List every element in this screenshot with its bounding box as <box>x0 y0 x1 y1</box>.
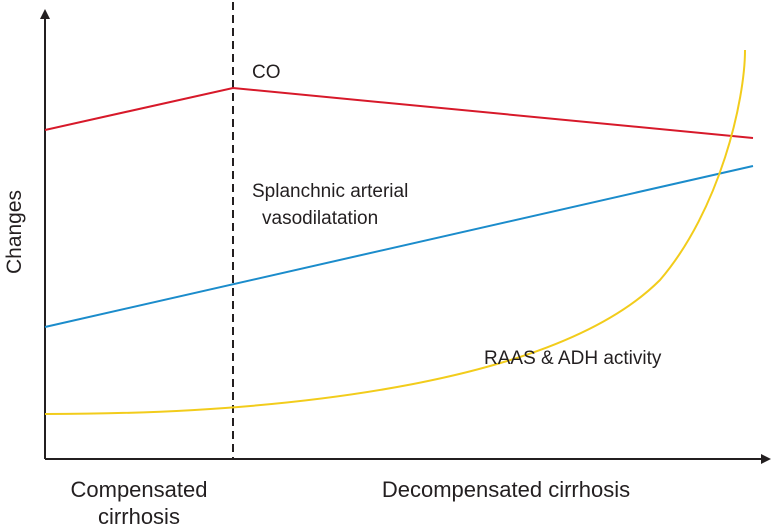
splanchnic-label-line2: vasodilatation <box>262 208 378 229</box>
splanchnic-vasodilatation-curve <box>44 165 754 328</box>
splanchnic-label-line1: Splanchnic arterial <box>252 181 408 202</box>
compensated-label-line2: cirrhosis <box>98 504 180 529</box>
decompensated-label: Decompensated cirrhosis <box>382 477 630 502</box>
compensated-label-line1: Compensated <box>71 477 208 502</box>
y-axis-label: Changes <box>3 190 26 274</box>
raas-adh-curve <box>44 49 746 415</box>
co-curve <box>44 86 754 139</box>
raas-adh-label: RAAS & ADH activity <box>484 348 662 369</box>
co-label: CO <box>252 62 281 83</box>
